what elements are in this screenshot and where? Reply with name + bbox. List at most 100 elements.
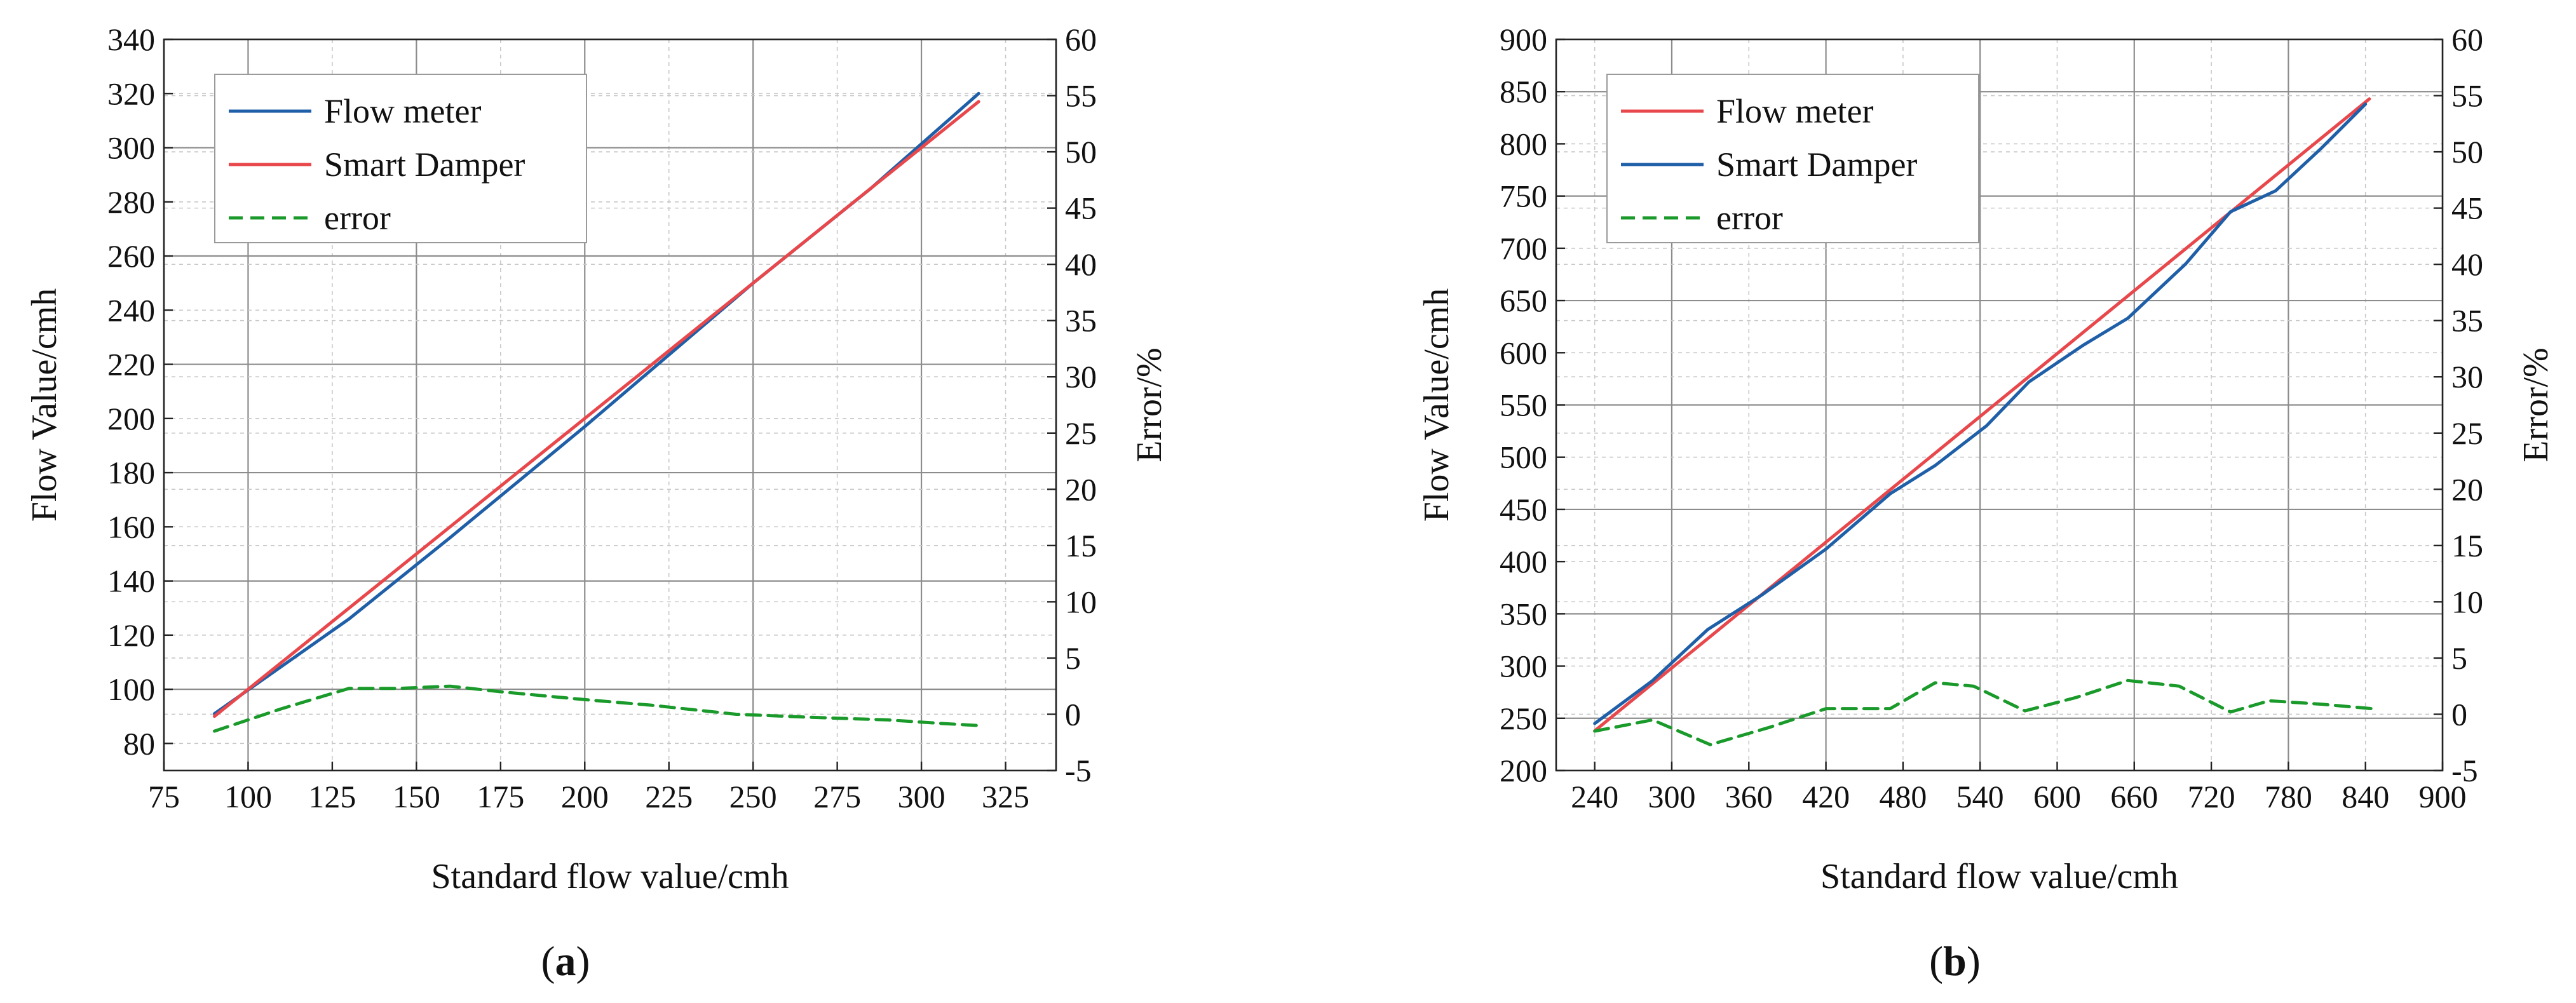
y-tick-label: 300 xyxy=(1500,649,1547,684)
y-tick-label: 240 xyxy=(107,292,155,328)
x-tick-label: 225 xyxy=(645,779,693,814)
legend: Flow meter Smart Damper error xyxy=(214,74,587,243)
y2-tick-label: 15 xyxy=(2451,528,2483,563)
y2-tick-label: 10 xyxy=(1065,584,1097,619)
series-group xyxy=(213,91,980,733)
y2-axis-title: Error/% xyxy=(2516,347,2556,462)
y2-tick-label: 40 xyxy=(2451,246,2483,282)
y2-tick-label: 20 xyxy=(2451,471,2483,507)
series-group xyxy=(1593,97,2374,746)
x-tick-label: 100 xyxy=(224,779,272,814)
x-axis-title: Standard flow value/cmh xyxy=(1820,857,2178,896)
y-tick-label: 850 xyxy=(1500,74,1547,109)
y-tick-label: 320 xyxy=(107,76,155,111)
x-tick-label: 660 xyxy=(2110,779,2158,814)
y2-tick-label: 5 xyxy=(1065,640,1081,676)
y-tick-label: 650 xyxy=(1500,283,1547,318)
y-tick-label: 550 xyxy=(1500,387,1547,423)
y-tick-label: 120 xyxy=(107,617,155,653)
series-line-smart-damper xyxy=(1593,102,2368,725)
x-tick-label: 780 xyxy=(2265,779,2312,814)
x-tick-label: 300 xyxy=(898,779,946,814)
y-tick-label: 200 xyxy=(1500,753,1547,788)
chart-panel-b: 240 300 360 420 480 540 600 660 720 780 840 9002002… xyxy=(1417,22,2556,985)
x-tick-label: 175 xyxy=(477,779,524,814)
y-tick-label: 250 xyxy=(1500,701,1547,736)
panel-label: (b) xyxy=(1929,938,1981,985)
y2-tick-label: 45 xyxy=(1065,191,1097,226)
y-tick-label: 200 xyxy=(107,401,155,436)
legend: Flow meter Smart Damper error xyxy=(1606,74,1979,243)
y-tick-label: 800 xyxy=(1500,126,1547,161)
y-tick-label: 350 xyxy=(1500,596,1547,631)
y2-tick-label: 60 xyxy=(2451,22,2483,57)
x-axis: 75 100 125 150 175 200 225 250 275 300 325 xyxy=(148,762,1029,814)
y-axis-right: -5 0 5 10 15 20 25 30 35 40 45 50 55 60 xyxy=(2434,22,2483,788)
y2-tick-label: 25 xyxy=(1065,415,1097,451)
legend-label-flow-meter: Flow meter xyxy=(324,92,481,130)
y-tick-label: 400 xyxy=(1500,544,1547,579)
x-tick-label: 720 xyxy=(2188,779,2235,814)
y2-axis-title: Error/% xyxy=(1130,347,1169,462)
series-line-flow-meter xyxy=(1593,97,2371,732)
x-tick-label: 240 xyxy=(1571,779,1618,814)
plot-frame xyxy=(163,38,1057,772)
y2-tick-label: 10 xyxy=(2451,584,2483,619)
x-tick-label: 275 xyxy=(813,779,861,814)
x-tick-label: 125 xyxy=(308,779,356,814)
x-tick-label: 250 xyxy=(729,779,777,814)
x-tick-label: 900 xyxy=(2419,779,2467,814)
y-tick-label: 300 xyxy=(107,130,155,166)
legend-box xyxy=(1606,74,1979,243)
legend-box xyxy=(214,74,587,243)
legend-label-smart-damper: Smart Damper xyxy=(324,145,525,184)
y2-tick-label: 35 xyxy=(1065,303,1097,339)
y-tick-label: 140 xyxy=(107,563,155,599)
y-tick-label: 600 xyxy=(1500,335,1547,370)
y2-tick-label: 50 xyxy=(1065,134,1097,170)
series-line-smart-damper xyxy=(213,100,980,718)
legend-label-error: error xyxy=(1716,199,1783,237)
x-axis-title: Standard flow value/cmh xyxy=(431,857,789,896)
legend-label-error: error xyxy=(324,199,391,237)
y2-tick-label: 45 xyxy=(2451,191,2483,226)
y-axis-left: 200 250 300 350 400 450 500 550 600 650 700 750 800 8… xyxy=(1500,22,1565,788)
y-tick-label: 500 xyxy=(1500,440,1547,475)
y-axis-title: Flow Value/cmh xyxy=(1417,288,1456,522)
y2-tick-label: 35 xyxy=(2451,303,2483,339)
y2-tick-label: -5 xyxy=(2451,753,2478,788)
y-tick-label: 220 xyxy=(107,347,155,382)
y-tick-label: 180 xyxy=(107,455,155,490)
y-axis-title: Flow Value/cmh xyxy=(25,288,64,522)
x-tick-label: 360 xyxy=(1725,779,1773,814)
y2-tick-label: 20 xyxy=(1065,471,1097,507)
y-tick-label: 100 xyxy=(107,671,155,707)
y-tick-label: 900 xyxy=(1500,22,1547,57)
y-tick-label: 80 xyxy=(123,725,155,761)
x-tick-label: 840 xyxy=(2342,779,2389,814)
y2-tick-label: 50 xyxy=(2451,134,2483,170)
y2-tick-label: 15 xyxy=(1065,528,1097,563)
x-tick-label: 540 xyxy=(1956,779,2004,814)
x-tick-label: 600 xyxy=(2033,779,2081,814)
y2-tick-label: 0 xyxy=(2451,696,2467,732)
panel-label: (a) xyxy=(541,938,590,985)
x-axis: 240 300 360 420 480 540 600 660 720 780 840 900 xyxy=(1571,762,2467,814)
legend-label-smart-damper: Smart Damper xyxy=(1716,145,1917,184)
y2-tick-label: 55 xyxy=(1065,78,1097,114)
y2-tick-label: 55 xyxy=(2451,78,2483,114)
x-tick-label: 150 xyxy=(393,779,440,814)
y-tick-label: 340 xyxy=(107,22,155,57)
x-tick-label: 75 xyxy=(148,779,180,814)
x-tick-label: 480 xyxy=(1879,779,1927,814)
series-line-error xyxy=(1593,678,2374,746)
y-tick-label: 160 xyxy=(107,509,155,544)
y-tick-label: 280 xyxy=(107,184,155,220)
y2-tick-label: 40 xyxy=(1065,246,1097,282)
series-line-error xyxy=(213,684,980,733)
y2-tick-label: -5 xyxy=(1065,753,1092,788)
y2-tick-label: 5 xyxy=(2451,640,2467,676)
chart-panel-a: 75 100 125 150 175 200 225 250 275 300 32580100120… xyxy=(25,22,1169,985)
y2-tick-label: 30 xyxy=(1065,359,1097,394)
